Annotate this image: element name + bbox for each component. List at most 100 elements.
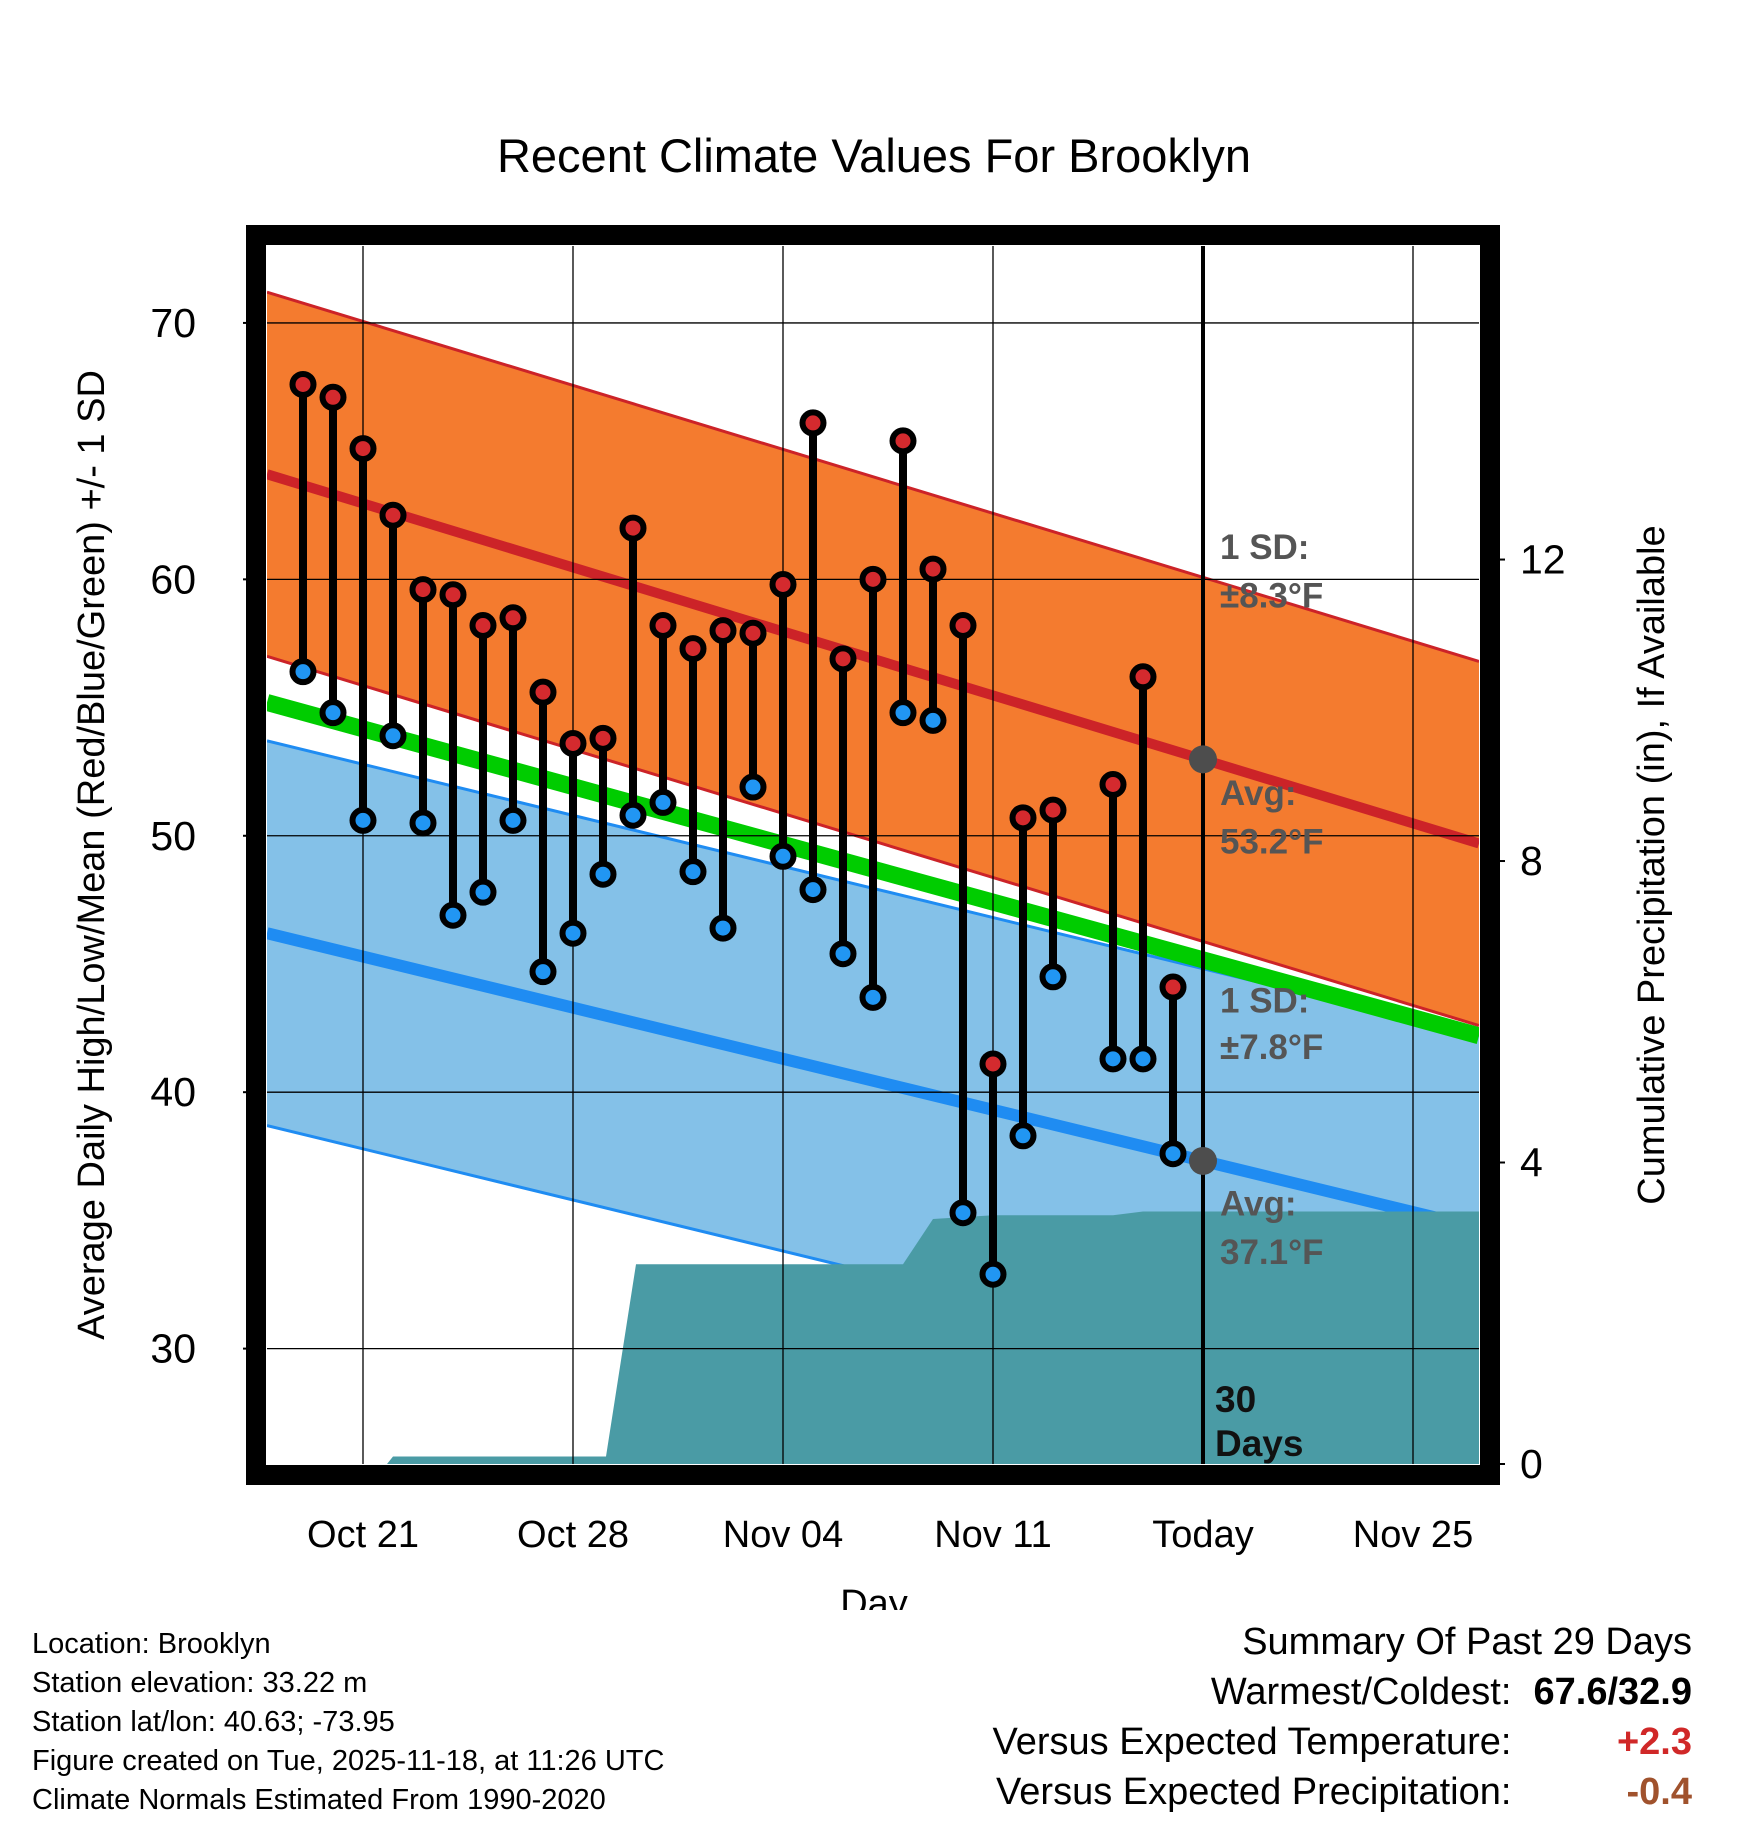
daily-low-point: [949, 1199, 977, 1227]
daily-high-point: [739, 619, 767, 647]
plot-frame: [246, 225, 1500, 1485]
climate-chart: Recent Climate Values For Brooklyn 1 SD:…: [71, 129, 1673, 1610]
daily-low-point: [379, 722, 407, 750]
daily-high-point: [289, 370, 317, 398]
precip-label: Versus Expected Precipitation:: [996, 1771, 1512, 1813]
created-text: Figure created on Tue, 2025-11-18, at 11…: [32, 1745, 665, 1777]
annotation-high-sd: 1 SD:: [1220, 528, 1309, 567]
daily-high-point: [619, 514, 647, 542]
daily-range-bars: [289, 370, 1187, 1288]
y-tick-label: 30: [150, 1326, 196, 1372]
daily-high-point: [949, 612, 977, 640]
daily-low-point: [979, 1260, 1007, 1288]
daily-high-point: [1159, 973, 1187, 1001]
today-high-normal-point: [1189, 745, 1217, 774]
y2-axis-label: Cumulative Precipitation (in), If Availa…: [1631, 525, 1673, 1204]
daily-low-point: [319, 699, 347, 727]
daily-low-point: [1039, 963, 1067, 991]
normal-low-line: [267, 927, 1479, 1234]
today-low-normal-point: [1189, 1146, 1217, 1175]
daily-low-point: [499, 806, 527, 834]
daily-high-point: [919, 555, 947, 583]
summary-panel: Summary Of Past 29 Days Warmest/Coldest:…: [993, 1617, 1692, 1817]
annotation-high-avg: Avg:: [1220, 774, 1296, 813]
annotation-low-avg-value: 37.1°F: [1220, 1233, 1324, 1272]
daily-high-point: [559, 729, 587, 757]
daily-high-point: [859, 565, 887, 593]
x-tick-label: Today: [1152, 1514, 1253, 1556]
x-tick-label: Oct 21: [307, 1514, 419, 1556]
normal-high-upper-sd-line: [267, 290, 1479, 663]
daily-high-point: [379, 501, 407, 529]
annotation-low-sd-value: ±7.8°F: [1220, 1028, 1323, 1067]
annotation-window-line2: Days: [1215, 1423, 1303, 1464]
y-tick-label: 60: [150, 556, 196, 602]
y-tick-label: 40: [150, 1069, 196, 1115]
daily-low-point: [469, 878, 497, 906]
normals-text: Climate Normals Estimated From 1990-2020: [32, 1784, 606, 1816]
daily-high-point: [529, 678, 557, 706]
x-axis-label: Day: [840, 1583, 908, 1610]
daily-high-point: [319, 383, 347, 411]
daily-low-point: [439, 901, 467, 929]
daily-low-point: [349, 806, 377, 834]
chart-title: Recent Climate Values For Brooklyn: [497, 129, 1251, 182]
annotation-window-line1: 30: [1215, 1379, 1256, 1420]
daily-low-point: [559, 919, 587, 947]
x-tick-label: Nov 11: [934, 1514, 1052, 1556]
daily-high-point: [1039, 796, 1067, 824]
daily-low-point: [799, 876, 827, 904]
elevation-text: Station elevation: 33.22 m: [32, 1667, 368, 1699]
daily-high-point: [799, 409, 827, 437]
daily-low-point: [889, 699, 917, 727]
y2-tick-label: 4: [1520, 1140, 1543, 1186]
temp-row: Versus Expected Temperature: +2.3: [993, 1717, 1692, 1767]
station-info: Location: Brooklyn Station elevation: 33…: [32, 1625, 664, 1820]
daily-low-point: [829, 940, 857, 968]
axes: Oct 21 Oct 28 Nov 04 Nov 11 Today Nov 25 30 40 5…: [150, 225, 1566, 1556]
daily-low-point: [859, 983, 887, 1011]
annotation-low-sd: 1 SD:: [1220, 982, 1309, 1021]
warm-cold-label: Warmest/Coldest:: [1210, 1671, 1512, 1713]
x-tick-label: Oct 28: [517, 1514, 629, 1556]
daily-low-point: [769, 842, 797, 870]
y-tick-label: 50: [150, 813, 196, 859]
x-tick-label: Nov 25: [1353, 1514, 1473, 1556]
daily-low-point: [919, 706, 947, 734]
warm-cold-value: 67.6/32.9: [1533, 1671, 1692, 1713]
daily-high-point: [499, 604, 527, 632]
annotations: 1 SD: ±8.3°F Avg: 53.2°F 1 SD: ±7.8°F Avg: 37.1…: [1215, 528, 1324, 1464]
daily-high-point: [679, 635, 707, 663]
temp-label: Versus Expected Temperature:: [992, 1721, 1512, 1763]
temp-value: +2.3: [1616, 1721, 1692, 1763]
daily-low-point: [649, 788, 677, 816]
summary-title: Summary Of Past 29 Days: [1242, 1621, 1692, 1663]
y-tick-label: 70: [150, 300, 196, 346]
x-tick-label: Nov 04: [723, 1514, 843, 1556]
precipitation-area: [303, 1211, 1479, 1464]
daily-high-point: [829, 645, 857, 673]
daily-high-point: [979, 1050, 1007, 1078]
daily-high-point: [349, 435, 377, 463]
daily-high-point: [649, 612, 677, 640]
daily-low-point: [709, 914, 737, 942]
precip-row: Versus Expected Precipitation: -0.4: [993, 1767, 1692, 1817]
daily-high-point: [439, 581, 467, 609]
daily-high-point: [409, 576, 437, 604]
daily-low-point: [739, 773, 767, 801]
daily-high-point: [889, 427, 917, 455]
y2-tick-label: 8: [1520, 838, 1543, 884]
location-text: Location: Brooklyn: [32, 1628, 271, 1660]
daily-low-point: [619, 801, 647, 829]
daily-low-point: [1129, 1045, 1157, 1073]
precip-value: -0.4: [1626, 1771, 1692, 1813]
daily-high-point: [1099, 770, 1127, 798]
daily-high-point: [769, 570, 797, 598]
annotation-high-avg-value: 53.2°F: [1220, 823, 1324, 862]
daily-high-point: [1129, 663, 1157, 691]
daily-low-point: [1009, 1122, 1037, 1150]
warm-cold-row: Warmest/Coldest: 67.6/32.9: [993, 1667, 1692, 1717]
daily-high-point: [469, 612, 497, 640]
daily-low-point: [589, 860, 617, 888]
y2-tick-label: 12: [1520, 537, 1566, 583]
